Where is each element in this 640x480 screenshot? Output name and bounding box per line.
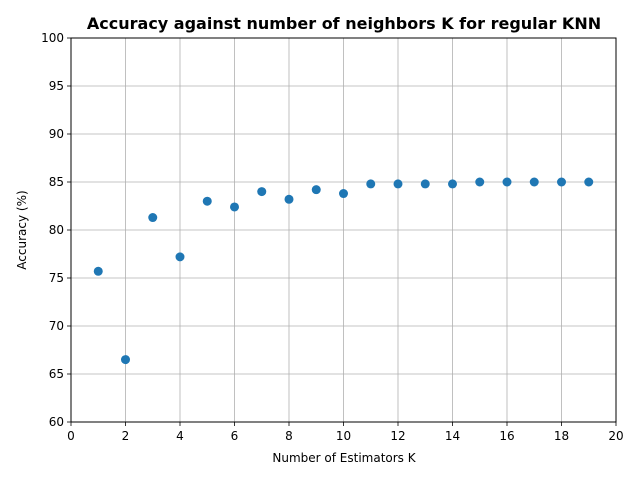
y-tick-label: 95 bbox=[49, 79, 64, 93]
x-tick-label: 18 bbox=[554, 429, 569, 443]
data-point bbox=[393, 179, 403, 189]
data-point bbox=[366, 179, 376, 189]
data-point bbox=[502, 177, 512, 187]
x-tick-label: 0 bbox=[67, 429, 75, 443]
x-tick-label: 6 bbox=[231, 429, 239, 443]
x-tick-label: 14 bbox=[445, 429, 460, 443]
y-tick-label: 65 bbox=[49, 367, 64, 381]
x-axis-label: Number of Estimators K bbox=[272, 451, 416, 465]
data-point bbox=[557, 177, 566, 187]
x-tick-label: 2 bbox=[122, 429, 130, 443]
y-tick-label: 75 bbox=[49, 271, 64, 285]
data-point bbox=[257, 187, 267, 197]
data-point bbox=[121, 355, 130, 365]
data-point bbox=[420, 179, 430, 189]
data-point bbox=[529, 177, 539, 187]
data-point bbox=[230, 202, 239, 212]
x-tick-label: 20 bbox=[608, 429, 623, 443]
data-point bbox=[148, 213, 158, 223]
x-tick-label: 10 bbox=[336, 429, 351, 443]
y-tick-label: 85 bbox=[49, 175, 64, 189]
data-point bbox=[339, 189, 348, 199]
axis-ticks: 0 2 4 6 8 10 12 14 16 18 20 60 65 70 75 80 85 90 95 100 bbox=[41, 31, 624, 443]
data-point bbox=[475, 177, 485, 187]
data-point bbox=[448, 179, 457, 189]
x-tick-label: 8 bbox=[285, 429, 293, 443]
data-point bbox=[311, 185, 321, 195]
x-tick-label: 16 bbox=[499, 429, 514, 443]
data-points bbox=[93, 177, 594, 365]
data-point bbox=[93, 266, 103, 276]
y-tick-label: 70 bbox=[49, 319, 64, 333]
y-tick-label: 60 bbox=[49, 415, 64, 429]
y-tick-label: 90 bbox=[49, 127, 64, 141]
y-axis-label: Accuracy (%) bbox=[15, 190, 29, 269]
y-tick-label: 80 bbox=[49, 223, 64, 237]
data-point bbox=[175, 252, 185, 262]
chart-title: Accuracy against number of neighbors K f… bbox=[87, 14, 601, 33]
data-point bbox=[584, 177, 594, 187]
y-tick-label: 100 bbox=[41, 31, 64, 45]
data-point bbox=[202, 196, 212, 206]
data-point bbox=[284, 194, 294, 204]
x-tick-label: 12 bbox=[390, 429, 405, 443]
x-tick-label: 4 bbox=[176, 429, 184, 443]
